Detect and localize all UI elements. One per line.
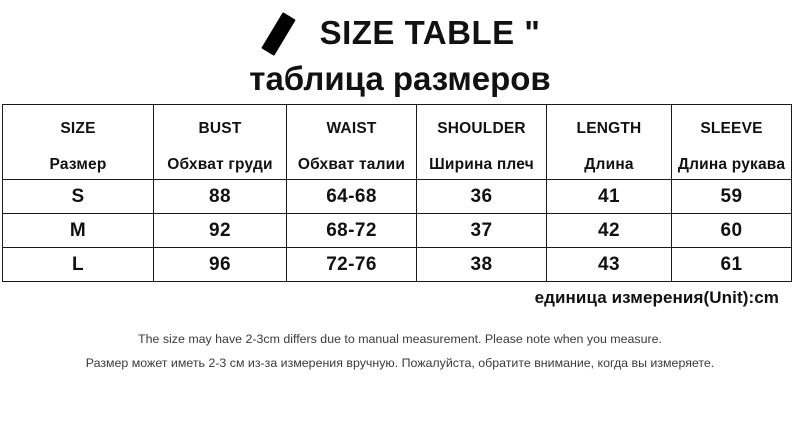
column-header-sleeve-en: SLEEVE: [700, 119, 763, 137]
footer-note-english: The size may have 2-3cm differs due to m…: [138, 332, 662, 346]
column-header-shoulder-en: SHOULDER: [437, 119, 526, 137]
slash-mark-icon: [260, 16, 306, 50]
table-row: L 96 72-76 38 43 61: [2, 247, 792, 282]
table-body: S 88 64-68 36 41 59 M 92 68-72 37 42 60 …: [2, 179, 792, 282]
column-header-waist: WAIST Обхват талии: [286, 104, 417, 180]
cell-sleeve: 61: [671, 247, 792, 282]
cell-sleeve: 59: [671, 179, 792, 214]
cell-shoulder: 38: [416, 247, 547, 282]
column-header-sleeve-ru: Длина рукава: [677, 155, 786, 173]
column-header-length: LENGTH Длина: [546, 104, 672, 180]
table-row: M 92 68-72 37 42 60: [2, 213, 792, 248]
cell-bust: 88: [153, 179, 287, 214]
column-header-shoulder: SHOULDER Ширина плеч: [416, 104, 547, 180]
column-header-waist-ru: Обхват талии: [297, 155, 406, 173]
cell-sleeve: 60: [671, 213, 792, 248]
column-header-bust-ru: Обхват груди: [167, 155, 273, 173]
title-line-english: SIZE TABLE ": [0, 10, 800, 56]
cell-waist: 64-68: [286, 179, 417, 214]
unit-note: единица измерения(Unit):cm: [534, 288, 779, 307]
page-subtitle: таблица размеров: [249, 60, 551, 97]
column-header-waist-en: WAIST: [326, 119, 377, 137]
footer-note-russian: Размер может иметь 2-3 см из-за измерени…: [85, 356, 715, 370]
page-title: SIZE TABLE ": [319, 14, 541, 51]
column-header-size-ru: Размер: [49, 155, 107, 173]
column-header-shoulder-ru: Ширина плеч: [429, 155, 534, 173]
column-header-length-en: LENGTH: [576, 119, 642, 137]
cell-bust: 92: [153, 213, 287, 248]
column-header-size-en: SIZE: [60, 119, 96, 137]
column-header-length-ru: Длина: [584, 155, 634, 173]
cell-shoulder: 36: [416, 179, 547, 214]
column-header-bust: BUST Обхват груди: [153, 104, 287, 180]
cell-waist: 68-72: [286, 213, 417, 248]
cell-bust: 96: [153, 247, 287, 282]
cell-shoulder: 37: [416, 213, 547, 248]
cell-length: 41: [546, 179, 672, 214]
size-chart-table: SIZE Размер BUST Обхват груди WAIST Обхв…: [2, 104, 792, 282]
cell-size: M: [2, 213, 154, 248]
column-header-sleeve: SLEEVE Длина рукава: [671, 104, 792, 180]
cell-length: 42: [546, 213, 672, 248]
table-row: S 88 64-68 36 41 59: [2, 179, 792, 214]
page-header: SIZE TABLE " таблица размеров: [0, 10, 800, 100]
column-header-bust-en: BUST: [198, 119, 242, 137]
cell-size: L: [2, 247, 154, 282]
cell-length: 43: [546, 247, 672, 282]
table-header-row: SIZE Размер BUST Обхват груди WAIST Обхв…: [2, 104, 792, 180]
table-header: SIZE Размер BUST Обхват груди WAIST Обхв…: [2, 104, 792, 180]
cell-waist: 72-76: [286, 247, 417, 282]
column-header-size: SIZE Размер: [2, 104, 154, 180]
footer-notes: The size may have 2-3cm differs due to m…: [0, 327, 800, 375]
cell-size: S: [2, 179, 154, 214]
